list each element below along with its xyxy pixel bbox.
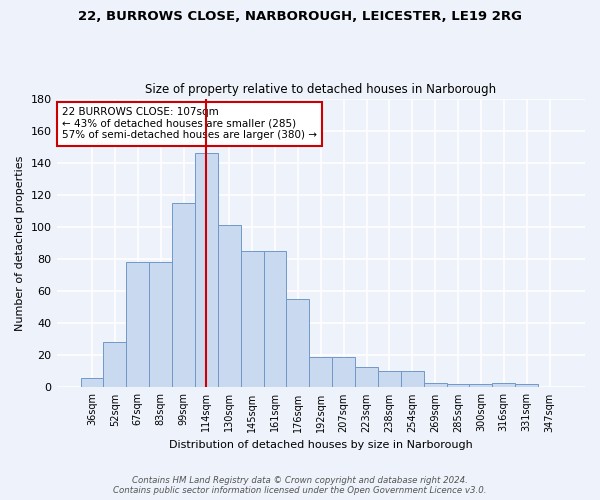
Text: Contains HM Land Registry data © Crown copyright and database right 2024.
Contai: Contains HM Land Registry data © Crown c… (113, 476, 487, 495)
Text: 22, BURROWS CLOSE, NARBOROUGH, LEICESTER, LE19 2RG: 22, BURROWS CLOSE, NARBOROUGH, LEICESTER… (78, 10, 522, 23)
Bar (218, 226, 241, 388)
Bar (469, 384, 493, 388)
Bar (127, 262, 149, 388)
Text: 22 BURROWS CLOSE: 107sqm
← 43% of detached houses are smaller (285)
57% of semi-: 22 BURROWS CLOSE: 107sqm ← 43% of detach… (62, 107, 317, 140)
Title: Size of property relative to detached houses in Narborough: Size of property relative to detached ho… (145, 83, 496, 96)
Bar (241, 251, 263, 388)
Bar (355, 366, 378, 388)
Bar (424, 382, 446, 388)
Bar (172, 203, 195, 388)
Bar (149, 262, 172, 388)
Bar (286, 299, 310, 388)
X-axis label: Distribution of detached houses by size in Narborough: Distribution of detached houses by size … (169, 440, 473, 450)
Bar (263, 251, 286, 388)
Bar (378, 372, 401, 388)
Bar (446, 384, 469, 388)
Bar (515, 384, 538, 388)
Bar (401, 372, 424, 388)
Bar (310, 357, 332, 388)
Bar (103, 342, 127, 388)
Bar (493, 382, 515, 388)
Y-axis label: Number of detached properties: Number of detached properties (15, 156, 25, 330)
Bar (332, 357, 355, 388)
Bar (195, 153, 218, 388)
Bar (80, 378, 103, 388)
